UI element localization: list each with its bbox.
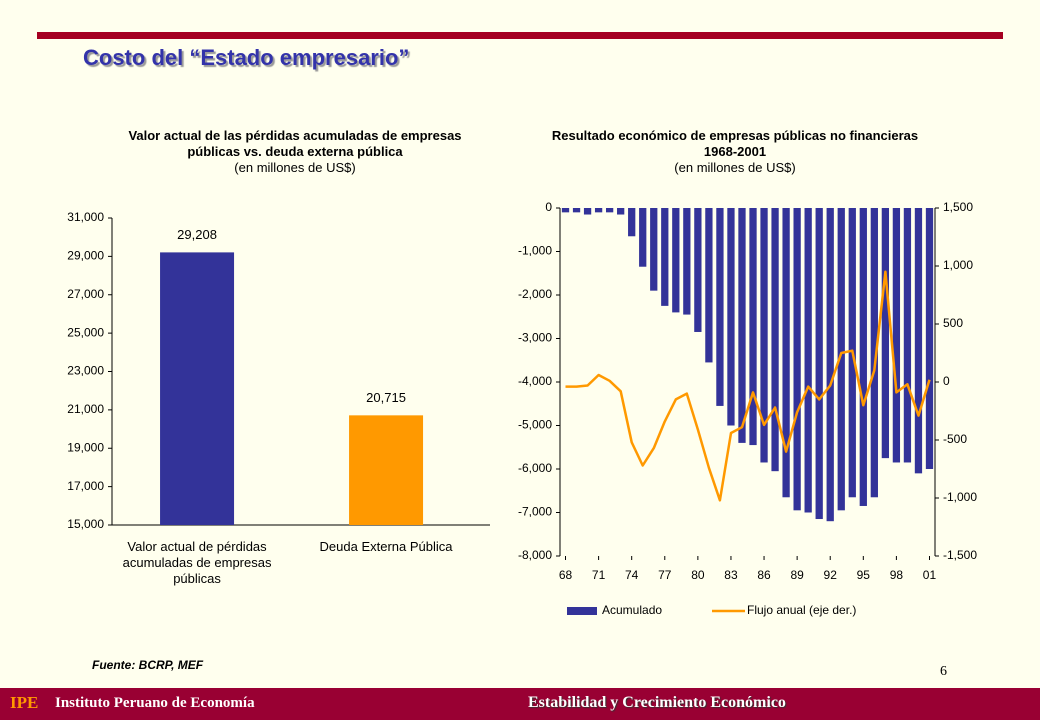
bar <box>771 208 779 472</box>
chart-subtitle: (en millones de US$) <box>234 160 356 175</box>
bar <box>661 208 669 306</box>
bar <box>672 208 680 313</box>
x-tick-label: 89 <box>790 568 804 582</box>
top-rule <box>37 32 1003 39</box>
y2ticks-label: 1,000 <box>943 258 973 272</box>
bar <box>572 208 581 213</box>
bar <box>749 208 757 446</box>
bar <box>650 208 658 291</box>
chart-title-box: Resultado económico de empresas públicas… <box>540 128 930 176</box>
yticks-label: -5,000 <box>518 418 552 432</box>
footer-name: Instituto Peruano de Economía <box>55 695 255 711</box>
yticks-label: -3,000 <box>518 331 552 345</box>
yticks-label: 25,000 <box>67 325 104 339</box>
slide-title: Costo del “Estado empresario” <box>83 45 410 70</box>
x-tick-label: 71 <box>592 568 606 582</box>
yticks-label: -1,000 <box>518 244 552 258</box>
bar <box>349 415 424 525</box>
yticks-label: 0 <box>545 200 552 214</box>
bar <box>859 208 867 506</box>
bar <box>160 252 235 525</box>
bar <box>837 208 845 511</box>
chart-title: Resultado económico de empresas públicas… <box>551 128 919 159</box>
bar <box>605 208 614 213</box>
y2ticks-label: 1,500 <box>943 200 973 214</box>
bar <box>705 208 713 363</box>
yticks-label: 27,000 <box>67 287 104 301</box>
y2ticks-label: -500 <box>943 432 967 446</box>
bar <box>583 208 592 215</box>
bar <box>561 208 570 213</box>
value-label: 29,208 <box>177 227 217 242</box>
bar <box>914 208 923 474</box>
yticks-label: -8,000 <box>518 548 552 562</box>
bar <box>727 208 735 426</box>
page-number: 6 <box>940 664 947 679</box>
bar <box>628 208 636 237</box>
bar <box>716 208 724 406</box>
x-tick-label: 01 <box>923 568 937 582</box>
bar <box>881 208 890 459</box>
yticks-label: 21,000 <box>67 402 104 416</box>
x-tick-label: 92 <box>824 568 838 582</box>
bar <box>594 208 603 213</box>
yticks-label: -4,000 <box>518 374 552 388</box>
yticks-label: -2,000 <box>518 287 552 301</box>
footer-right: Estabilidad y Crecimiento Económico <box>528 694 786 711</box>
x-tick-label: 95 <box>857 568 871 582</box>
bar <box>639 208 647 267</box>
x-tick-label: 80 <box>691 568 705 582</box>
x-tick-label: 68 <box>559 568 573 582</box>
legend-swatch <box>567 607 597 615</box>
chart-title: Valor actual de las pérdidas acumuladas … <box>128 128 462 159</box>
line <box>565 270 931 502</box>
chart-subtitle: (en millones de US$) <box>674 160 796 175</box>
bar <box>826 208 834 522</box>
x-tick-label: 77 <box>658 568 672 582</box>
bar <box>694 208 702 332</box>
yticks-label: -7,000 <box>518 505 552 519</box>
x-tick-label: 83 <box>724 568 738 582</box>
bar <box>793 208 801 511</box>
bar <box>903 208 912 463</box>
y2ticks-label: 0 <box>943 374 950 388</box>
bar <box>870 208 878 498</box>
yticks-label: 19,000 <box>67 440 104 454</box>
bar <box>925 208 934 469</box>
yticks-label: -6,000 <box>518 461 552 475</box>
legend-label: Flujo anual (eje der.) <box>747 603 856 617</box>
x-tick-label: Deuda Externa Pública <box>319 539 453 554</box>
y2ticks-label: -1,000 <box>943 490 977 504</box>
bar <box>892 208 901 463</box>
y2ticks-label: -1,500 <box>943 548 977 562</box>
bar <box>683 208 691 315</box>
x-tick-label: 74 <box>625 568 639 582</box>
source: Fuente: BCRP, MEF <box>92 658 204 672</box>
x-tick-label: 98 <box>890 568 904 582</box>
yticks-label: 23,000 <box>67 364 104 378</box>
footer-bar: IPE Instituto Peruano de Economía Estabi… <box>0 688 1040 720</box>
x-tick-label: 86 <box>757 568 771 582</box>
value-label: 20,715 <box>366 390 406 405</box>
bar <box>760 208 768 463</box>
bar <box>815 208 823 520</box>
bar <box>782 208 790 498</box>
bar <box>617 208 625 215</box>
bar <box>804 208 812 513</box>
y2ticks-label: 500 <box>943 316 963 330</box>
chart-title-box: Valor actual de las pérdidas acumuladas … <box>105 128 485 176</box>
yticks-label: 15,000 <box>67 517 104 531</box>
yticks-label: 29,000 <box>67 249 104 263</box>
bar <box>738 208 746 443</box>
yticks-label: 31,000 <box>67 210 104 224</box>
x-tick-label: Valor actual de pérdidas acumuladas de e… <box>122 539 272 586</box>
yticks-label: 17,000 <box>67 479 104 493</box>
legend-label: Acumulado <box>602 603 662 617</box>
footer-abbr: IPE <box>10 693 39 712</box>
